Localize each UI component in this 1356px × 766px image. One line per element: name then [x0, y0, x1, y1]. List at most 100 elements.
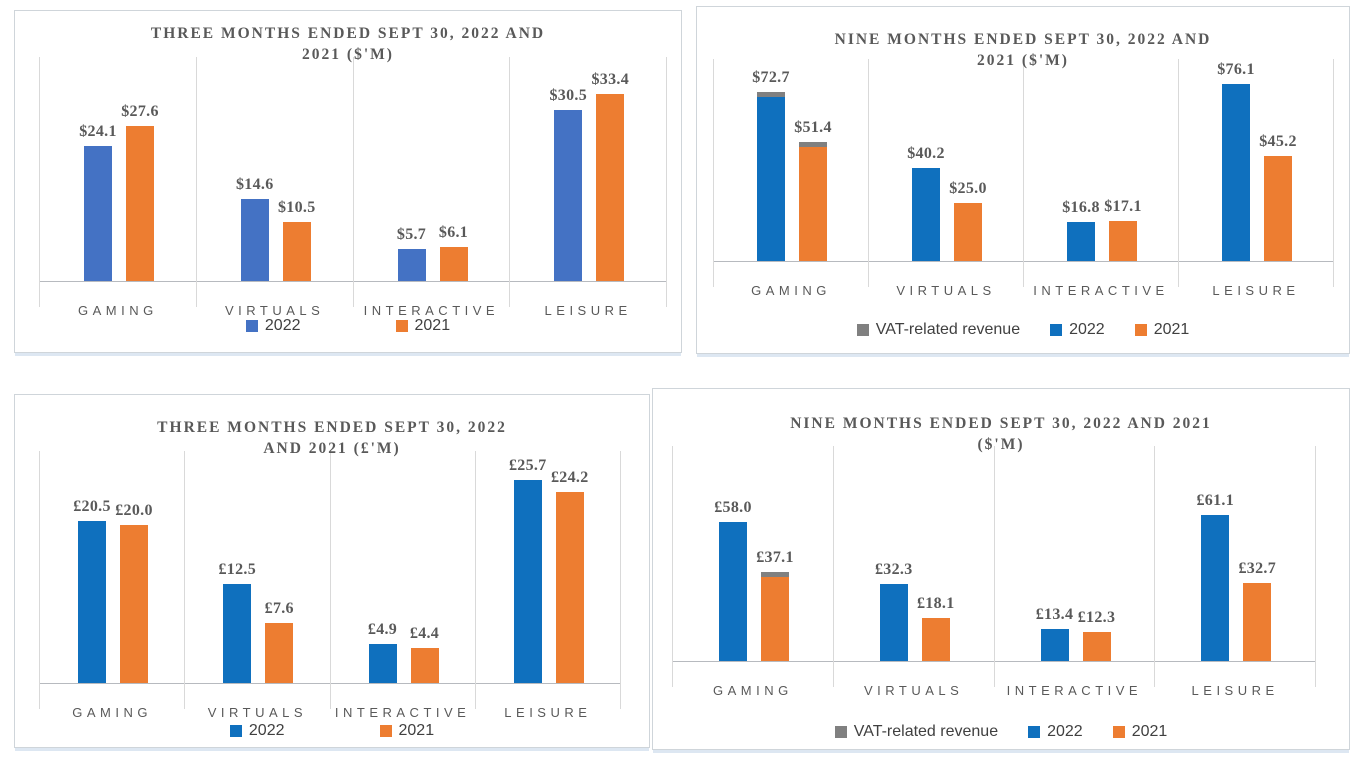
- category-label: INTERACTIVE: [1006, 683, 1143, 698]
- category-label: INTERACTIVE: [363, 303, 500, 318]
- chart-title: THREE MONTHS ENDED SEPT 30, 2022 AND 202…: [15, 417, 649, 459]
- chart-title-line: 2021 ($'M): [977, 52, 1069, 69]
- legend-label: 2022: [248, 722, 285, 739]
- data-label: $25.0: [949, 180, 987, 197]
- bar-2021-interactive: [1109, 221, 1137, 261]
- data-label: $33.4: [591, 71, 629, 88]
- chart-title-line: THREE MONTHS ENDED SEPT 30, 2022: [157, 419, 507, 436]
- chart-title-line: NINE MONTHS ENDED SEPT 30, 2022 AND: [834, 31, 1212, 48]
- category-label: GAMING: [751, 283, 831, 298]
- axis-tick-cell: LEISURE: [474, 683, 621, 720]
- chart-title-line: THREE MONTHS ENDED SEPT 30, 2022 AND: [150, 25, 546, 42]
- bar-2021-leisure: [555, 492, 584, 683]
- category-cell-virtuals: £32.3 £18.1: [832, 446, 994, 661]
- chart-title-line: ($'M): [977, 436, 1025, 453]
- bar-2022-interactive: [1067, 222, 1095, 261]
- bar-2022-interactive: [397, 249, 426, 281]
- data-label: $5.7: [396, 226, 427, 243]
- axis-tick-cell: GAMING: [39, 281, 196, 318]
- data-label: £61.1: [1196, 492, 1234, 509]
- data-label: $30.5: [549, 87, 587, 104]
- category-label: GAMING: [72, 705, 152, 720]
- data-label: $6.1: [438, 224, 469, 241]
- legend-item-2022: 2022: [245, 317, 301, 335]
- legend-item-2022: 2022: [1028, 723, 1083, 741]
- legend-label: VAT-related revenue: [853, 723, 999, 740]
- data-label: £32.7: [1238, 560, 1276, 577]
- category-cell-gaming: £58.0 £37.1: [672, 446, 833, 661]
- legend-label: VAT-related revenue: [875, 321, 1021, 338]
- category-label: LEISURE: [1212, 283, 1300, 298]
- category-cell-interactive: $5.7 $6.1: [352, 57, 510, 281]
- legend-item-vat-related-revenue: VAT-related revenue: [834, 723, 999, 741]
- bar-2021-virtuals: [282, 222, 311, 281]
- bar-2022-gaming: [757, 92, 785, 261]
- bar-2021-interactive: [1082, 632, 1111, 661]
- category-cell-virtuals: $40.2 $25.0: [868, 59, 1023, 261]
- axis-tick-cell: INTERACTIVE: [993, 661, 1155, 698]
- bar-2021-virtuals: [921, 618, 950, 661]
- legend-swatch-icon: [1134, 324, 1147, 336]
- bar-2022-virtuals: [240, 199, 269, 281]
- axis-tick-cell: VIRTUALS: [832, 661, 994, 698]
- legend-label: 2022: [264, 317, 301, 334]
- axis-tick-cell: VIRTUALS: [868, 261, 1023, 298]
- bar-2021-gaming: [799, 142, 827, 261]
- chart-panel-nine-months-usd: NINE MONTHS ENDED SEPT 30, 2022 AND 2021…: [696, 6, 1350, 354]
- chart-panel-three-months-gbp: THREE MONTHS ENDED SEPT 30, 2022 AND 202…: [14, 394, 650, 748]
- legend-swatch-icon: [1112, 726, 1125, 738]
- legend-swatch-icon: [856, 324, 869, 336]
- data-label: £13.4: [1035, 606, 1074, 623]
- category-label: VIRTUALS: [896, 283, 996, 298]
- axis-tick-cell: INTERACTIVE: [352, 281, 510, 318]
- bar-2022-leisure: [1222, 84, 1250, 261]
- category-axis-row: GAMING VIRTUALS INTERACTIVE LEISURE: [672, 661, 1316, 698]
- bar-2021-interactive: [439, 247, 468, 281]
- bar-2022-gaming: [719, 522, 747, 661]
- data-label: £20.5: [73, 498, 111, 515]
- bar-2021-leisure: [596, 94, 625, 281]
- legend-label: 2021: [1131, 723, 1168, 740]
- legend-item-2022: 2022: [1050, 321, 1105, 339]
- chart-legend: 2022 2021: [15, 317, 681, 335]
- category-cell-interactive: £13.4 £12.3: [993, 446, 1155, 661]
- axis-tick-cell: INTERACTIVE: [329, 683, 475, 720]
- legend-swatch-icon: [229, 725, 242, 737]
- bar-2022-gaming: [78, 521, 106, 683]
- data-label: $24.1: [79, 123, 117, 140]
- bar-2022-leisure: [554, 110, 583, 281]
- vat-cap-segment: [761, 572, 789, 577]
- bar-2021-gaming: [120, 525, 148, 683]
- plot-area: $24.1 $27.6 $14.6 $10.5 $5.7 $6.1 $30.5 $33.4: [39, 57, 667, 282]
- legend-label: 2021: [414, 317, 451, 334]
- legend-item-2021: 2021: [1112, 723, 1168, 741]
- vat-cap-segment: [799, 142, 827, 147]
- bar-2021-gaming: [126, 126, 154, 281]
- chart-title-line: 2021 ($'M): [302, 46, 394, 63]
- category-axis-row: GAMING VIRTUALS INTERACTIVE LEISURE: [39, 683, 621, 720]
- data-label: £20.0: [115, 502, 153, 519]
- bar-2021-gaming: [761, 572, 789, 661]
- data-label: £18.1: [917, 595, 955, 612]
- legend-item-2022: 2022: [229, 722, 285, 740]
- legend-item-2021: 2021: [1134, 321, 1189, 339]
- axis-tick-cell: INTERACTIVE: [1023, 261, 1178, 298]
- data-label: £32.3: [875, 561, 913, 578]
- data-label: £37.1: [756, 549, 794, 566]
- data-label: $14.6: [236, 176, 274, 193]
- category-label: GAMING: [713, 683, 793, 698]
- axis-tick-cell: VIRTUALS: [184, 683, 329, 720]
- legend-item-vat-related-revenue: VAT-related revenue: [856, 321, 1021, 339]
- data-label: $27.6: [121, 103, 159, 120]
- category-label: LEISURE: [1191, 683, 1279, 698]
- chart-title-line: NINE MONTHS ENDED SEPT 30, 2022 AND 2021: [790, 415, 1212, 432]
- category-cell-leisure: £61.1 £32.7: [1154, 446, 1316, 661]
- data-label: £4.9: [367, 621, 398, 638]
- bar-2022-interactive: [368, 644, 397, 683]
- bar-2021-leisure: [1243, 583, 1272, 661]
- vat-cap-segment: [757, 92, 785, 97]
- category-cell-leisure: $76.1 $45.2: [1178, 59, 1334, 261]
- legend-label: 2022: [1047, 723, 1083, 740]
- data-label: £7.6: [264, 600, 294, 617]
